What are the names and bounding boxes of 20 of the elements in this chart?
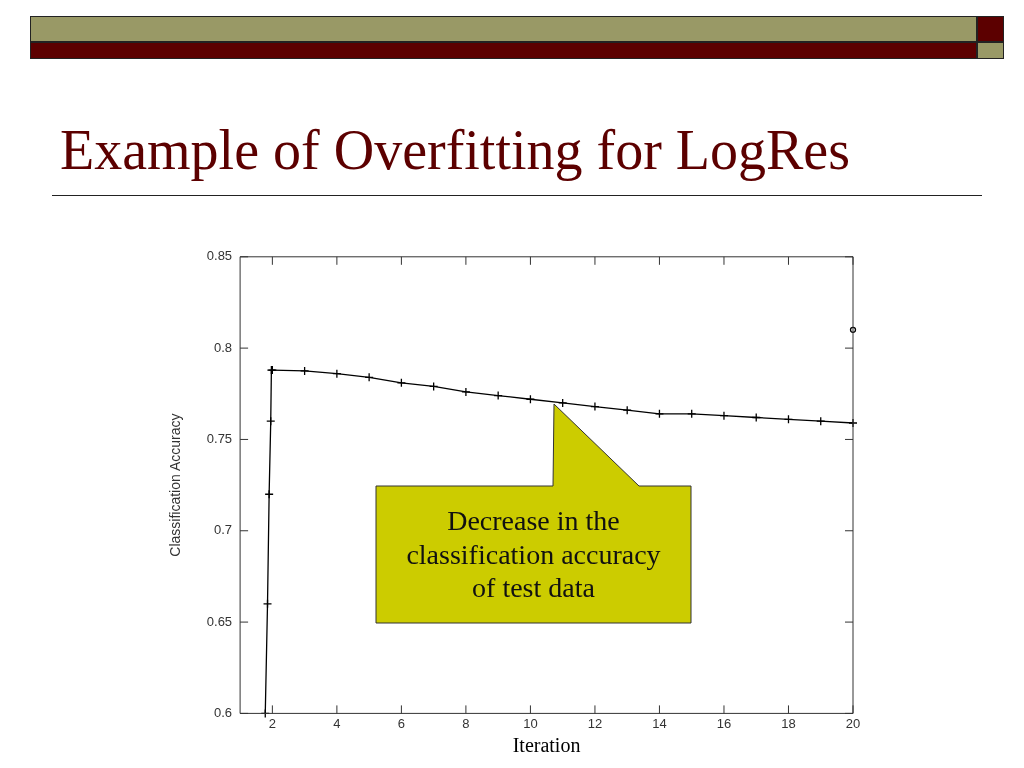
y-axis-title: Classification Accuracy — [167, 413, 184, 557]
chart-title: Example of Overfitting for LogRes — [60, 118, 851, 182]
x-axis-title: Iteration — [512, 734, 581, 757]
y-tick-label: 0.85 — [206, 248, 233, 264]
x-tick-label: 18 — [781, 715, 796, 731]
x-tick-label: 16 — [716, 715, 732, 731]
x-tick-label: 6 — [397, 715, 406, 731]
x-tick-label: 10 — [523, 715, 538, 731]
x-tick-label: 14 — [652, 715, 667, 731]
y-tick-label: 0.7 — [214, 522, 233, 538]
annotation: Decrease in the classification accuracy of test data — [405, 504, 662, 605]
x-tick-label: 12 — [587, 715, 603, 731]
y-tick-label: 0.65 — [206, 613, 233, 629]
y-tick-label: 0.75 — [206, 431, 233, 447]
x-tick-label: 2 — [268, 715, 276, 731]
x-tick-label: 20 — [845, 715, 861, 731]
x-tick-label: 8 — [462, 715, 470, 731]
y-tick-label: 0.6 — [214, 704, 233, 720]
x-tick-label: 4 — [333, 715, 341, 731]
y-tick-label: 0.8 — [214, 339, 233, 355]
